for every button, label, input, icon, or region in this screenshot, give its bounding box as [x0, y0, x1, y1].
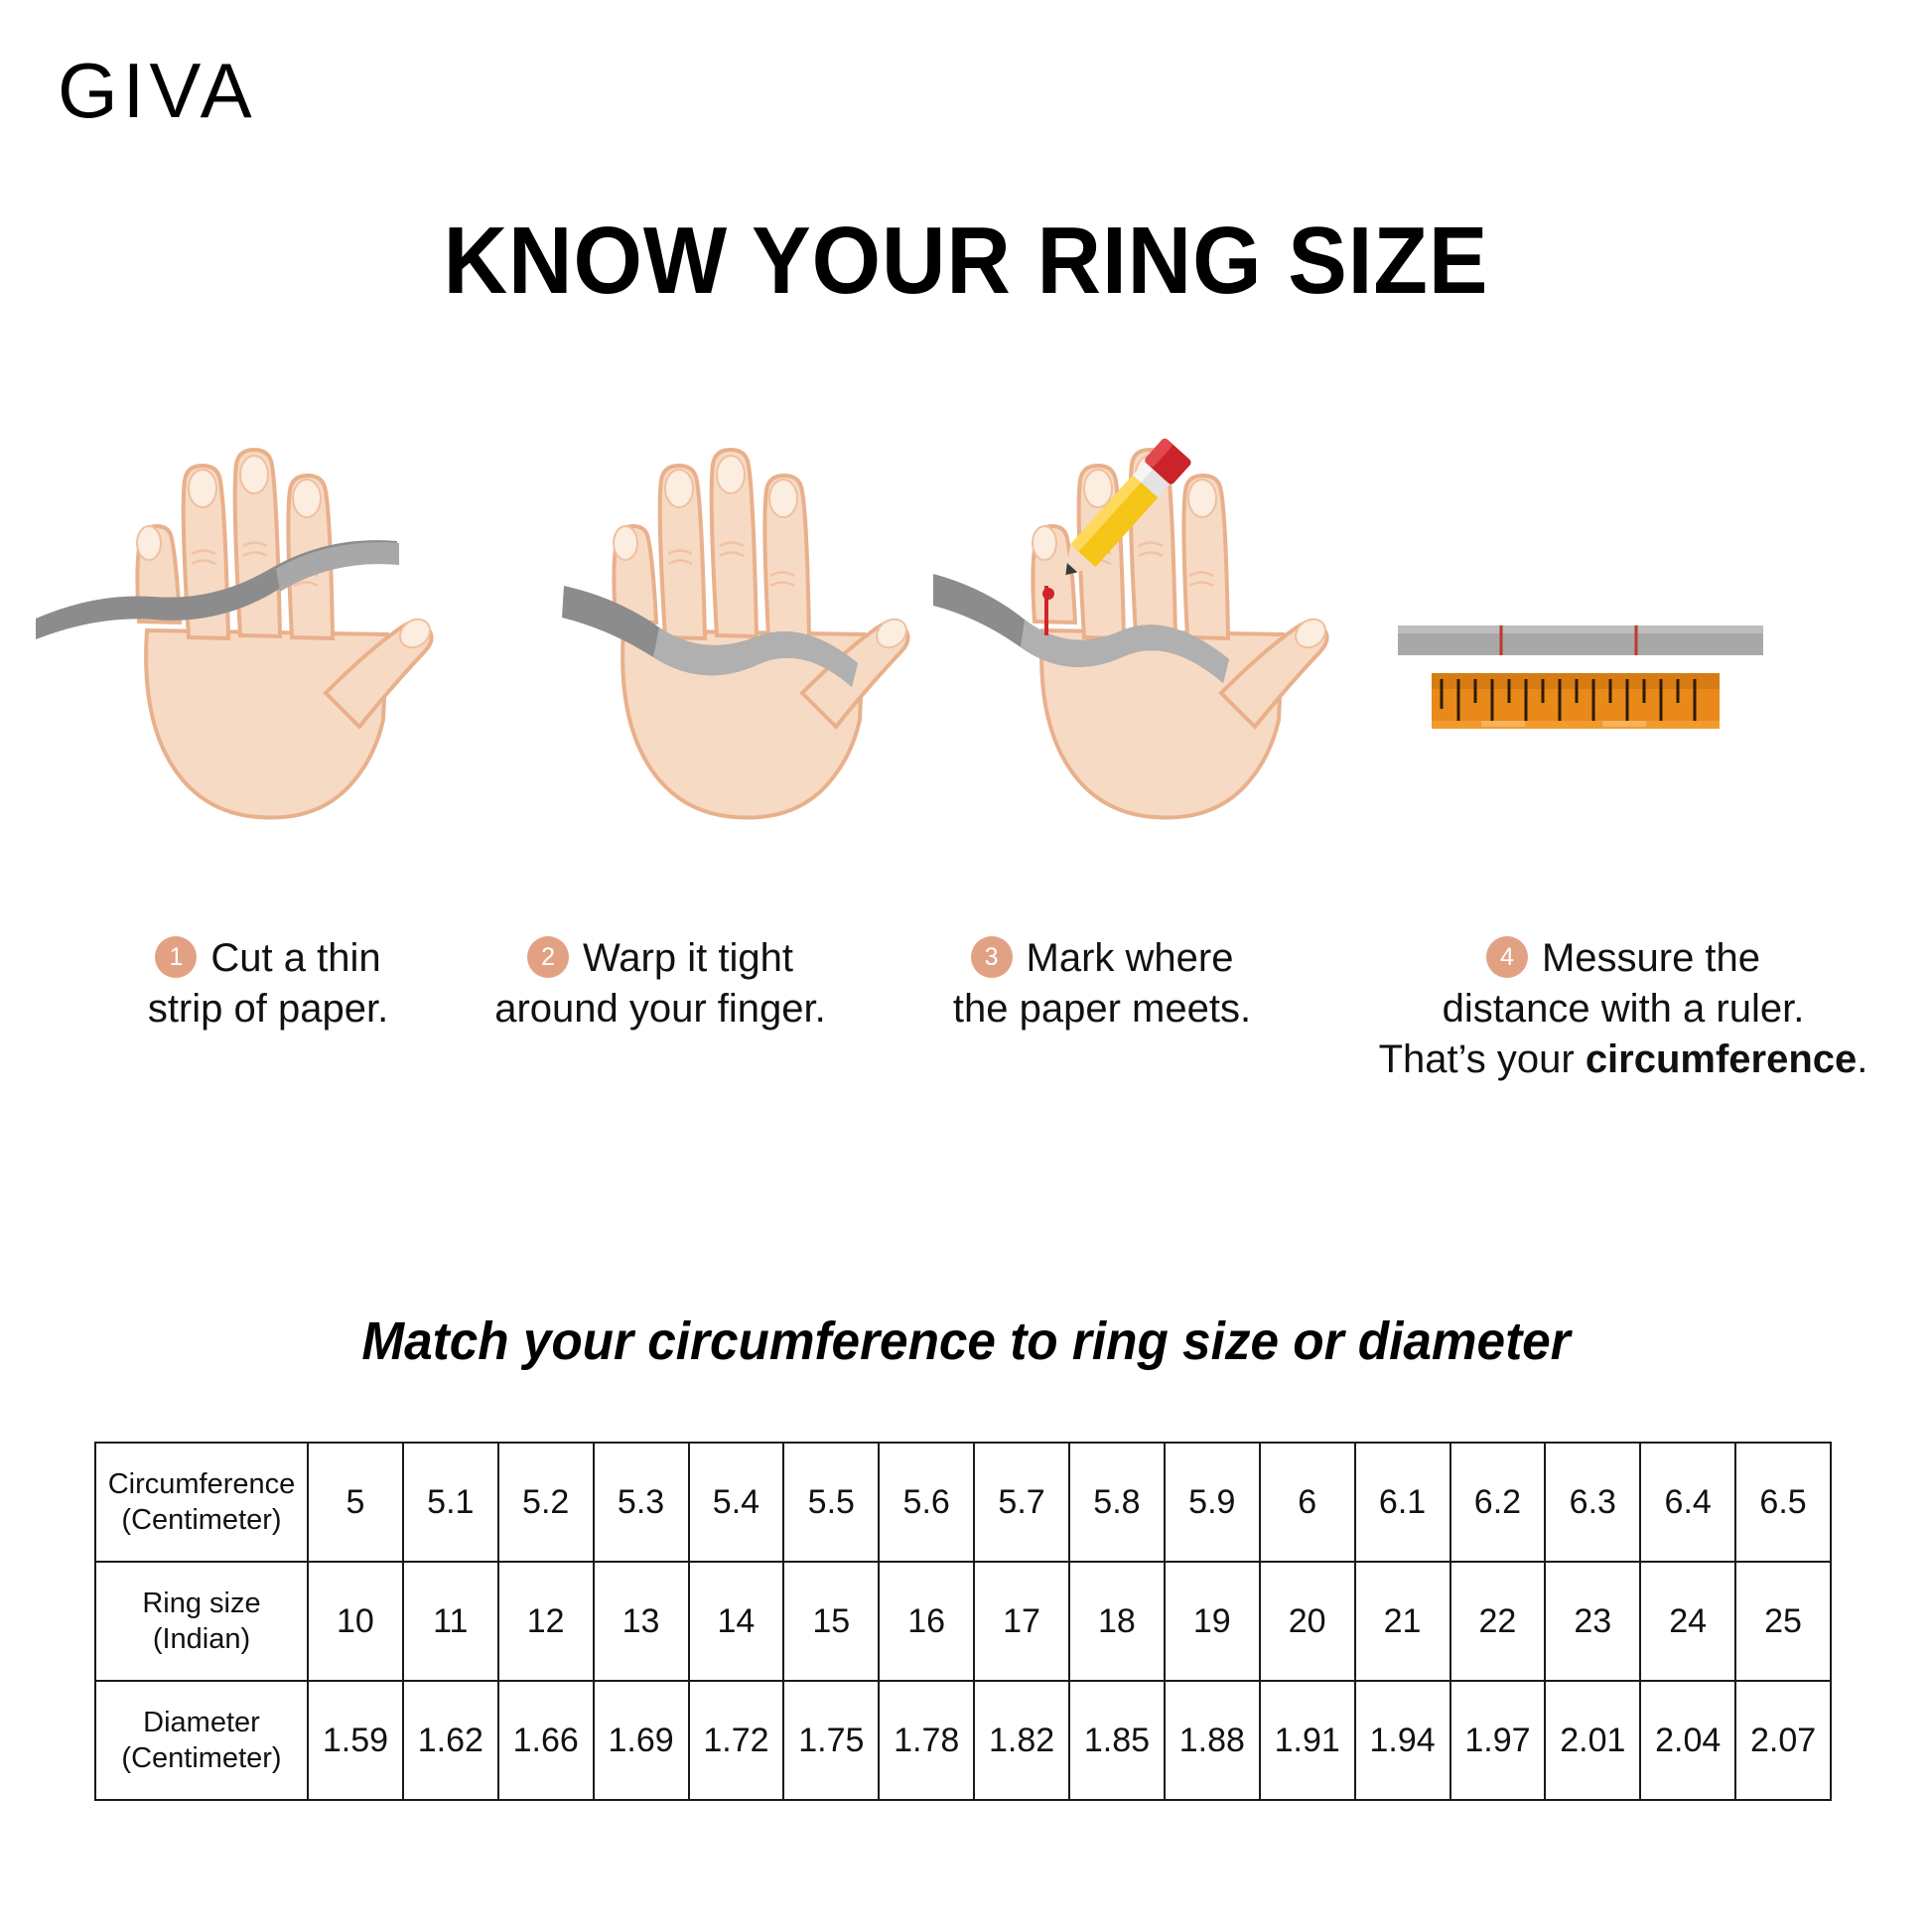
- cell-ring-size-12: 22: [1449, 1561, 1547, 1682]
- cell-ring-size-14: 24: [1639, 1561, 1737, 1682]
- cell-circumference-7: 5.7: [973, 1442, 1070, 1563]
- row-label-circumference: Circumference (Centimeter): [94, 1442, 309, 1563]
- row-label-diameter-l2: (Centimeter): [121, 1742, 282, 1774]
- cell-ring-size-10: 20: [1258, 1561, 1356, 1682]
- cell-diameter-9: 1.88: [1163, 1680, 1261, 1801]
- cell-circumference-1: 5.1: [401, 1442, 499, 1563]
- row-label-ring-size-l1: Ring size: [142, 1587, 261, 1619]
- cell-ring-size-3: 13: [592, 1561, 690, 1682]
- table-row-diameter: Diameter (Centimeter) 1.59 1.62 1.66 1.6…: [94, 1680, 1832, 1801]
- step-2-caption: 2 Warp it tight around your finger.: [427, 933, 894, 1035]
- page-title: KNOW YOUR RING SIZE: [443, 207, 1489, 314]
- row-label-circumference-l1: Circumference: [107, 1467, 296, 1500]
- cell-circumference-10: 6: [1258, 1442, 1356, 1563]
- step-3-line1: Mark where: [1026, 936, 1234, 980]
- cell-ring-size-1: 11: [401, 1561, 499, 1682]
- cell-ring-size-6: 16: [878, 1561, 976, 1682]
- row-label-ring-size: Ring size (Indian): [94, 1561, 309, 1682]
- step-4-badge: 4: [1485, 936, 1528, 978]
- step-2-badge: 2: [527, 936, 570, 978]
- cell-ring-size-13: 23: [1544, 1561, 1642, 1682]
- ruler-and-marked-strip-icon: [1398, 625, 1763, 729]
- cell-ring-size-0: 10: [307, 1561, 404, 1682]
- step-1-line1: Cut a thin: [210, 936, 381, 980]
- cell-diameter-5: 1.75: [782, 1680, 881, 1801]
- step-4-line3-suffix: .: [1857, 1037, 1868, 1082]
- cell-diameter-1: 1.62: [401, 1680, 499, 1801]
- cell-diameter-3: 1.69: [592, 1680, 690, 1801]
- size-chart-wrapper: Circumference (Centimeter) 5 5.1 5.2 5.3…: [94, 1442, 1832, 1801]
- step-4-illustration: [1390, 427, 1872, 824]
- cell-diameter-13: 2.01: [1544, 1680, 1642, 1801]
- steps-caption-row: 1 Cut a thin strip of paper. 2 Warp it tig…: [0, 933, 1932, 1132]
- step-4-line3-bold: circumference: [1585, 1037, 1858, 1082]
- step-4-line3: That’s your circumference.: [1320, 1035, 1926, 1085]
- hand-with-wrapped-strip-icon: [562, 447, 910, 820]
- step-3-badge: 3: [970, 936, 1013, 978]
- step-3-caption: 3 Mark where the paper meets.: [894, 933, 1311, 1035]
- step-1-illustration: [28, 427, 510, 824]
- cell-ring-size-7: 17: [973, 1561, 1070, 1682]
- cell-ring-size-4: 14: [687, 1561, 785, 1682]
- step-4-caption: 4 Messure the distance with a ruler. That…: [1320, 933, 1926, 1086]
- cell-circumference-12: 6.2: [1449, 1442, 1547, 1563]
- step-3-illustration: [894, 427, 1376, 824]
- step-2-line1: Warp it tight: [583, 936, 793, 980]
- step-1-badge: 1: [155, 936, 198, 978]
- step-1-caption: 1 Cut a thin strip of paper.: [60, 933, 477, 1035]
- cell-circumference-14: 6.4: [1639, 1442, 1737, 1563]
- step-4-line2: distance with a ruler.: [1442, 987, 1805, 1032]
- cell-circumference-3: 5.3: [592, 1442, 690, 1563]
- step-2-illustration: [475, 427, 957, 824]
- cell-diameter-6: 1.78: [878, 1680, 976, 1801]
- cell-diameter-0: 1.59: [307, 1680, 404, 1801]
- cell-ring-size-9: 19: [1163, 1561, 1261, 1682]
- row-label-ring-size-l2: (Indian): [152, 1623, 251, 1655]
- cell-circumference-8: 5.8: [1068, 1442, 1166, 1563]
- cell-diameter-15: 2.07: [1734, 1680, 1832, 1801]
- cell-diameter-8: 1.85: [1068, 1680, 1166, 1801]
- table-row-circumference: Circumference (Centimeter) 5 5.1 5.2 5.3…: [94, 1442, 1832, 1563]
- cell-circumference-2: 5.2: [496, 1442, 595, 1563]
- cell-diameter-11: 1.94: [1353, 1680, 1451, 1801]
- cell-diameter-2: 1.66: [496, 1680, 595, 1801]
- size-chart-table: Circumference (Centimeter) 5 5.1 5.2 5.3…: [94, 1442, 1832, 1801]
- row-label-diameter: Diameter (Centimeter): [94, 1680, 309, 1801]
- row-label-diameter-l1: Diameter: [143, 1706, 260, 1738]
- hand-with-paper-strip-icon: [36, 447, 434, 820]
- cell-diameter-14: 2.04: [1639, 1680, 1737, 1801]
- cell-circumference-11: 6.1: [1353, 1442, 1451, 1563]
- cell-circumference-9: 5.9: [1163, 1442, 1261, 1563]
- step-3-line2: the paper meets.: [952, 987, 1252, 1032]
- step-4-line1: Messure the: [1541, 936, 1761, 980]
- step-4-line3-prefix: That’s your: [1378, 1037, 1586, 1082]
- cell-ring-size-11: 21: [1353, 1561, 1451, 1682]
- step-1-line2: strip of paper.: [147, 987, 389, 1032]
- cell-diameter-4: 1.72: [687, 1680, 785, 1801]
- cell-ring-size-8: 18: [1068, 1561, 1166, 1682]
- cell-ring-size-2: 12: [496, 1561, 595, 1682]
- cell-circumference-13: 6.3: [1544, 1442, 1642, 1563]
- cell-circumference-4: 5.4: [687, 1442, 785, 1563]
- cell-circumference-0: 5: [307, 1442, 404, 1563]
- table-row-ring-size: Ring size (Indian) 10 11 12 13 14 15 16 …: [94, 1561, 1832, 1682]
- cell-circumference-15: 6.5: [1734, 1442, 1832, 1563]
- steps-illustration-row: [0, 427, 1932, 943]
- cell-circumference-6: 5.6: [878, 1442, 976, 1563]
- row-label-circumference-l2: (Centimeter): [121, 1504, 282, 1536]
- cell-diameter-12: 1.97: [1449, 1680, 1547, 1801]
- hand-with-pencil-marking-icon: [933, 438, 1329, 820]
- cell-ring-size-15: 25: [1734, 1561, 1832, 1682]
- cell-ring-size-5: 15: [782, 1561, 881, 1682]
- cell-circumference-5: 5.5: [782, 1442, 881, 1563]
- cell-diameter-10: 1.91: [1258, 1680, 1356, 1801]
- step-2-line2: around your finger.: [494, 987, 826, 1032]
- table-subtitle: Match your circumference to ring size or…: [361, 1311, 1571, 1371]
- brand-logo: GIVA: [58, 47, 257, 134]
- cell-diameter-7: 1.82: [973, 1680, 1070, 1801]
